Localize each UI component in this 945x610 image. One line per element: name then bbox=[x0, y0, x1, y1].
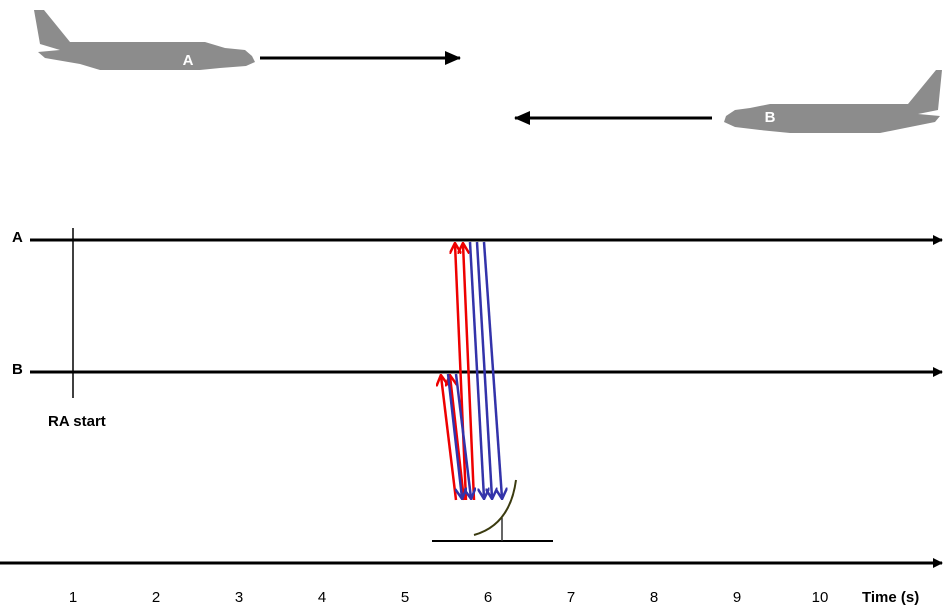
uplink bbox=[450, 376, 466, 501]
tick-label: 4 bbox=[318, 589, 326, 606]
tick-label: 9 bbox=[733, 589, 741, 606]
aircraft-a: A bbox=[34, 10, 255, 70]
timeline-label: A bbox=[12, 229, 23, 246]
uplink bbox=[455, 244, 468, 501]
tick-label: 2 bbox=[152, 589, 160, 606]
antenna bbox=[432, 479, 553, 542]
tick-label: 1 bbox=[69, 589, 77, 606]
aircraft-b: B bbox=[724, 70, 942, 133]
downlink bbox=[454, 373, 471, 498]
tick-label: 7 bbox=[567, 589, 575, 606]
tick-label: 6 bbox=[484, 589, 492, 606]
tick-label: 5 bbox=[401, 589, 409, 606]
timeline-label: B bbox=[12, 361, 23, 378]
tick-label: 10 bbox=[812, 589, 829, 606]
tick-label: 8 bbox=[650, 589, 658, 606]
downlink bbox=[475, 241, 492, 498]
tick-label: 3 bbox=[235, 589, 243, 606]
uplink bbox=[441, 376, 458, 501]
signals bbox=[441, 242, 502, 500]
aircraft-label: A bbox=[183, 52, 194, 69]
aircraft-label: B bbox=[765, 109, 776, 126]
downlink bbox=[482, 241, 502, 498]
downlink bbox=[468, 241, 484, 498]
ra-start-label: RA start bbox=[48, 413, 106, 430]
uplink bbox=[463, 244, 476, 501]
axis-title: Time (s) bbox=[862, 589, 919, 606]
tick-labels: 1 2 3 4 5 6 7 8 9 10 bbox=[69, 589, 829, 606]
downlink bbox=[446, 373, 462, 498]
